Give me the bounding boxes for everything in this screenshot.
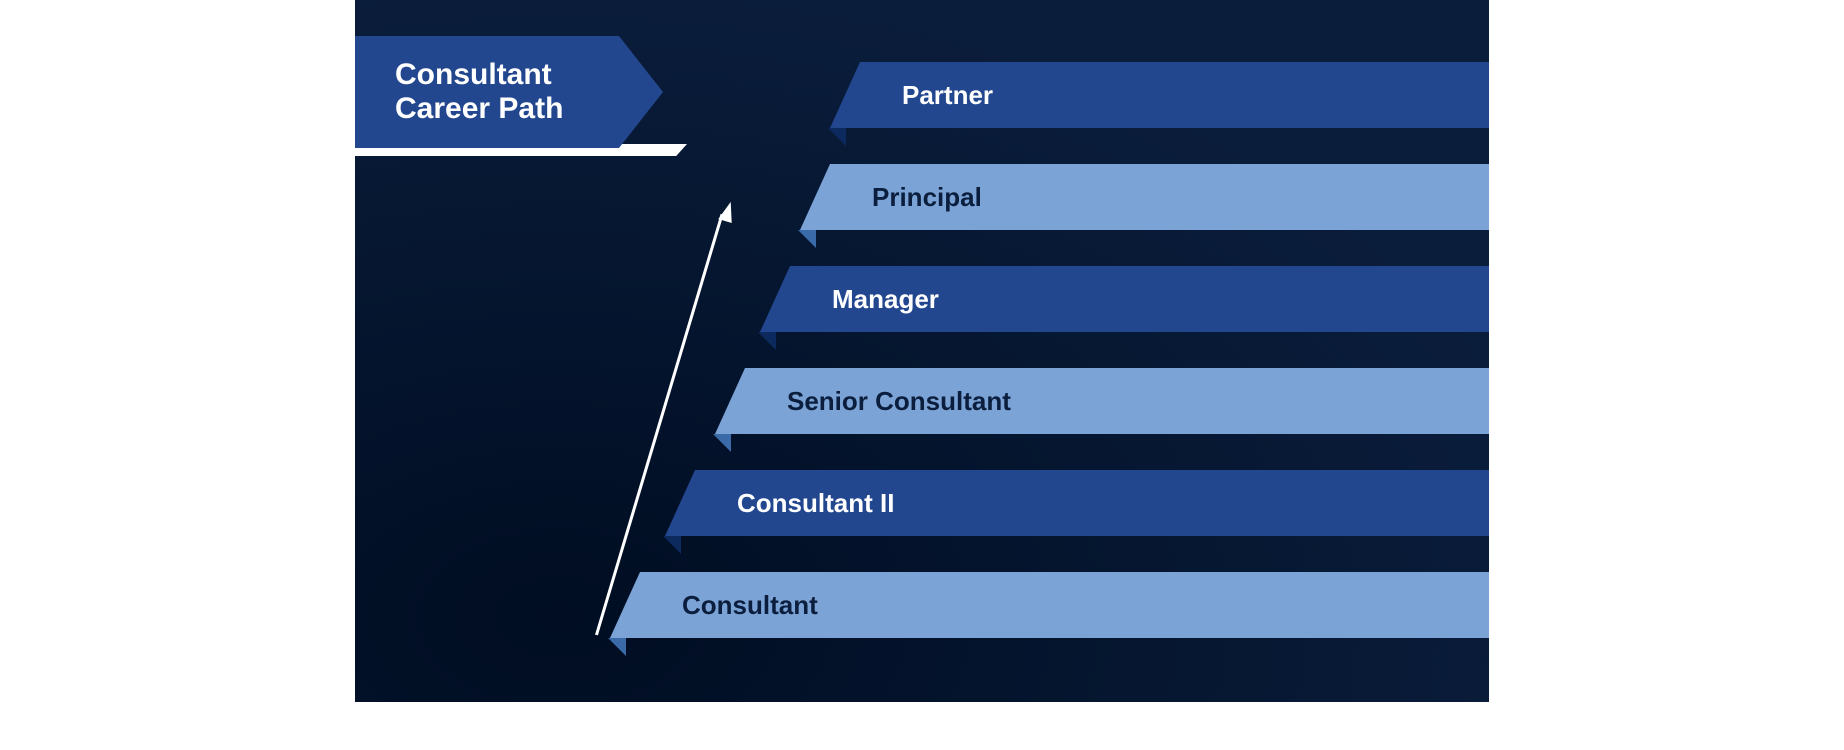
level-fold: [758, 332, 776, 350]
progression-arrow-head: [718, 200, 737, 223]
level-fold: [713, 434, 731, 452]
level-fold: [798, 230, 816, 248]
diagram-canvas: Consultant Career Path Partner Principal Ma…: [355, 0, 1489, 702]
career-level-label: Senior Consultant: [787, 386, 1011, 417]
career-level-bar: Principal: [800, 164, 1489, 230]
career-level-bar: Consultant II: [665, 470, 1489, 536]
career-level-label: Consultant: [682, 590, 818, 621]
career-level-label: Principal: [872, 182, 982, 213]
career-level-label: Partner: [902, 80, 993, 111]
level-fold: [828, 128, 846, 146]
career-level-label: Manager: [832, 284, 939, 315]
diagram-stage: Consultant Career Path Partner Principal Ma…: [355, 0, 1489, 702]
career-level-bar: Senior Consultant: [715, 368, 1489, 434]
level-fold: [608, 638, 626, 656]
career-level-bar: Manager: [760, 266, 1489, 332]
title-text: Consultant Career Path: [395, 58, 563, 127]
level-fold: [663, 536, 681, 554]
career-level-label: Consultant II: [737, 488, 894, 519]
title-chevron: Consultant Career Path: [355, 36, 663, 148]
career-level-bar: Consultant: [610, 572, 1489, 638]
career-level-bar: Partner: [830, 62, 1489, 128]
